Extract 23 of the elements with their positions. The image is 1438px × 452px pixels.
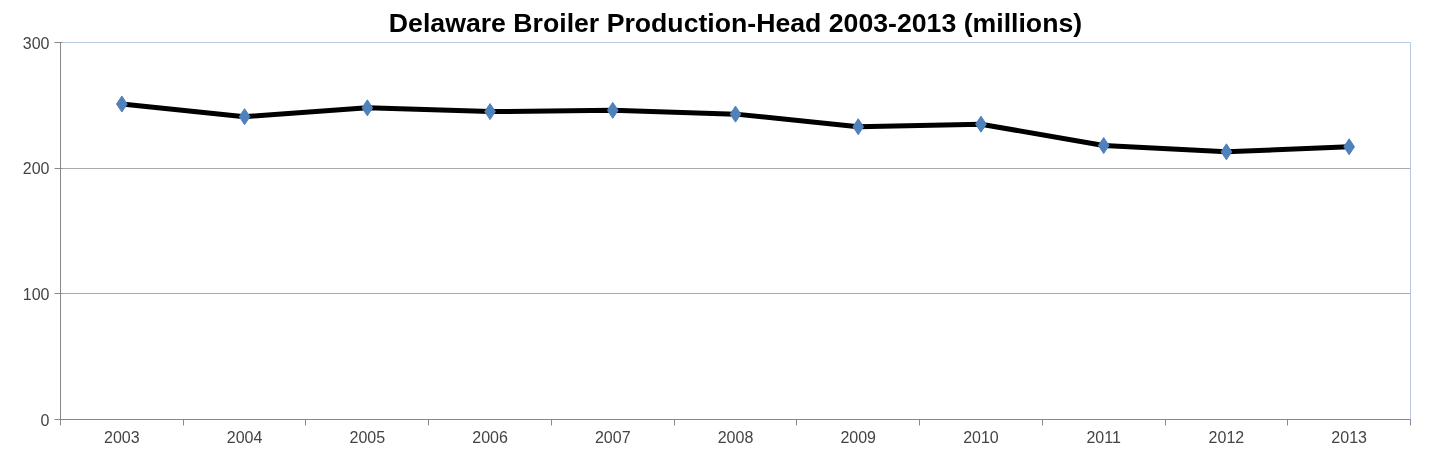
point [852, 118, 865, 136]
point [1220, 143, 1233, 161]
y-tick-label: 0 [40, 411, 50, 429]
x-tick-label: 2013 [1331, 428, 1368, 446]
x-tick-label: 2003 [104, 428, 140, 446]
point [606, 101, 619, 119]
chart-title: Delaware Broiler Production-Head 2003-2013 (millions) [388, 7, 1083, 38]
x-tick-label: 2005 [349, 428, 386, 446]
point [361, 99, 374, 117]
y-tick-label: 100 [22, 285, 50, 303]
x-tick-label: 2006 [472, 428, 508, 446]
x-tick-label: 2012 [1208, 428, 1245, 446]
point [238, 108, 251, 126]
x-tick-label: 2004 [226, 428, 263, 446]
y-tick-label: 300 [22, 34, 50, 52]
x-tick-label: 2010 [963, 428, 999, 446]
x-tick-label: 2007 [594, 428, 631, 446]
x-tick-label: 2008 [717, 428, 754, 446]
y-tick-label: 200 [22, 160, 50, 178]
point [729, 105, 742, 123]
point [1097, 137, 1110, 155]
x-tick-label: 2009 [840, 428, 877, 446]
x-tick-label: 2011 [1086, 428, 1121, 446]
